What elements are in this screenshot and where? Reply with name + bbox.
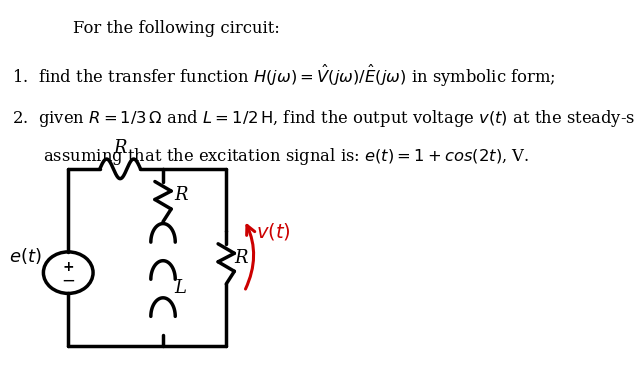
Text: $e(t)$: $e(t)$ bbox=[9, 246, 42, 266]
Text: 1.  find the transfer function $H(j\omega) = \hat{V}(j\omega)/\hat{E}(j\omega)$ : 1. find the transfer function $H(j\omega… bbox=[12, 63, 556, 89]
Text: R: R bbox=[114, 139, 127, 157]
Text: $v(t)$: $v(t)$ bbox=[255, 221, 290, 242]
Text: L: L bbox=[175, 279, 186, 297]
Text: +: + bbox=[62, 260, 74, 273]
Text: For the following circuit:: For the following circuit: bbox=[73, 20, 279, 37]
Text: R: R bbox=[234, 249, 248, 267]
Text: assuming that the excitation signal is: $e(t) = 1 + \mathit{cos}(2t)$, V.: assuming that the excitation signal is: … bbox=[12, 146, 529, 167]
Text: −: − bbox=[62, 271, 75, 289]
Text: R: R bbox=[175, 186, 188, 204]
Text: 2.  given $R = 1/3\,\Omega$ and $L = 1/2\,\mathrm{H}$, find the output voltage $: 2. given $R = 1/3\,\Omega$ and $L = 1/2\… bbox=[12, 108, 635, 129]
